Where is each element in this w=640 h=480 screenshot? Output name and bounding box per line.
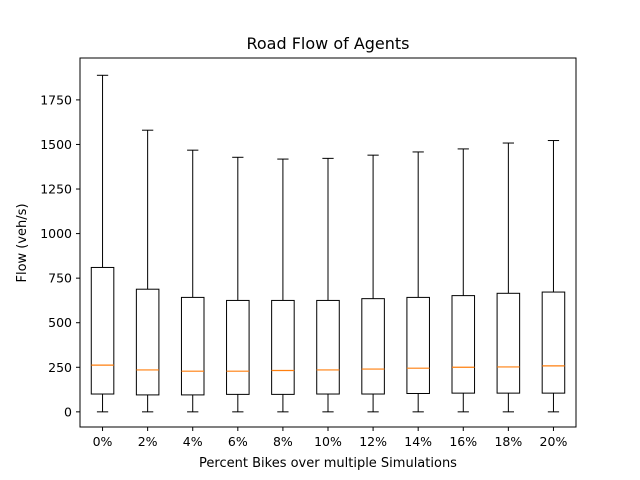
- y-tick-label: 1250: [40, 182, 72, 197]
- iqr-box: [226, 299, 250, 395]
- box-2pct: [135, 129, 160, 413]
- x-tick-label: 14%: [404, 434, 432, 449]
- box-0pct: [90, 74, 115, 413]
- plot-frame: [79, 57, 577, 428]
- box-16pct: [451, 148, 476, 413]
- y-tick-label: 1500: [40, 137, 72, 152]
- x-tick-label: 10%: [314, 434, 342, 449]
- x-tick-label: 6%: [228, 434, 248, 449]
- x-tick-label: 12%: [359, 434, 387, 449]
- y-tick-label: 250: [48, 360, 72, 375]
- iqr-box: [316, 299, 340, 395]
- x-axis-label: Percent Bikes over multiple Simulations: [199, 456, 457, 471]
- box-group: [90, 74, 566, 413]
- iqr-box: [451, 295, 476, 394]
- chart-title: Road Flow of Agents: [246, 34, 409, 53]
- iqr-box: [135, 288, 160, 396]
- x-tick-label: 8%: [273, 434, 293, 449]
- box-12pct: [361, 154, 385, 413]
- box-14pct: [406, 151, 430, 413]
- iqr-box: [180, 296, 205, 396]
- box-8pct: [271, 158, 295, 413]
- box-6pct: [226, 156, 250, 413]
- x-tick-label: 18%: [494, 434, 522, 449]
- x-tick-label: 0%: [93, 434, 113, 449]
- box-10pct: [316, 157, 340, 413]
- y-tick-label: 500: [48, 315, 72, 330]
- axis-ticks: 0 250 500 750 1000 1250 1500 1750 0% 2% 4% 6% 8% 10% 1…: [40, 92, 567, 449]
- iqr-box: [271, 299, 295, 395]
- x-tick-label: 4%: [183, 434, 203, 449]
- iqr-box: [406, 296, 430, 394]
- box-4pct: [180, 149, 205, 413]
- x-tick-label: 2%: [138, 434, 158, 449]
- iqr-box: [496, 292, 521, 394]
- y-axis-label: Flow (veh/s): [15, 203, 30, 282]
- iqr-box: [541, 291, 566, 394]
- y-tick-label: 0: [64, 404, 72, 419]
- y-tick-label: 1750: [40, 92, 72, 107]
- y-tick-label: 750: [48, 271, 72, 286]
- y-tick-label: 1000: [40, 226, 72, 241]
- x-tick-label: 16%: [449, 434, 477, 449]
- iqr-box: [361, 298, 385, 395]
- x-tick-label: 20%: [540, 434, 568, 449]
- box-18pct: [496, 142, 521, 413]
- box-20pct: [541, 140, 566, 413]
- iqr-box: [90, 266, 115, 395]
